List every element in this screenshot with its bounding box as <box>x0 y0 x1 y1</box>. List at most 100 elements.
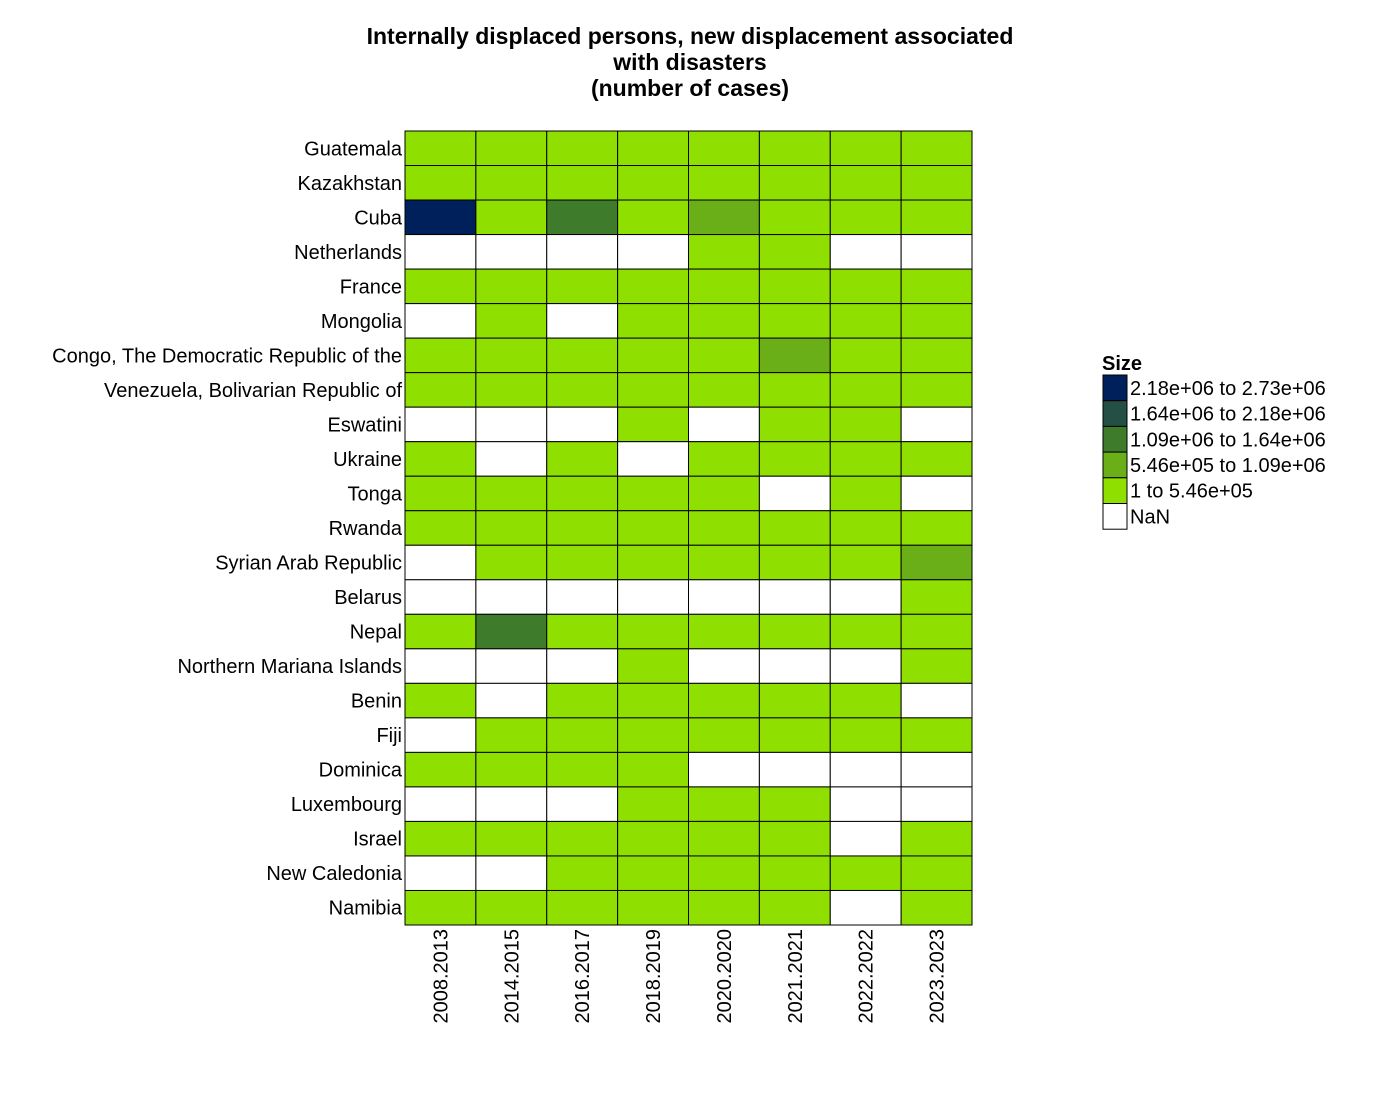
heatmap-cell <box>617 199 690 236</box>
heatmap-cell <box>758 268 831 305</box>
heatmap-cell <box>546 441 619 477</box>
heatmap-cell <box>546 579 619 615</box>
heatmap-cell <box>475 579 548 615</box>
heatmap-cell <box>617 165 690 201</box>
heatmap-cell <box>475 682 548 719</box>
heatmap-cell <box>900 199 973 236</box>
heatmap-cell <box>546 165 619 201</box>
heatmap-cell <box>688 199 760 236</box>
heatmap-cell <box>546 510 619 546</box>
heatmap-cell <box>688 406 760 443</box>
heatmap-cell <box>546 717 619 753</box>
heatmap-cell <box>758 406 831 443</box>
heatmap-cell <box>900 820 973 857</box>
heatmap-cell <box>546 820 619 857</box>
heatmap-cell <box>475 613 548 650</box>
y-tick-label: Netherlands <box>294 242 402 264</box>
heatmap-cell <box>404 889 477 926</box>
heatmap-cell <box>404 372 477 408</box>
heatmap-cell <box>617 682 690 719</box>
y-tick-label: Syrian Arab Republic <box>215 553 402 575</box>
y-tick-label: France <box>340 276 402 298</box>
heatmap-cell <box>546 130 619 167</box>
x-tick-label: 2014.2015 <box>501 929 523 1024</box>
chart-title: Internally displaced persons, new displa… <box>367 23 1014 101</box>
y-tick-label: Namibia <box>329 898 403 920</box>
heatmap-cell <box>900 337 973 374</box>
heatmap-cell <box>475 717 548 753</box>
heatmap-cell <box>617 510 690 546</box>
y-tick-label: Fiji <box>376 725 402 747</box>
heatmap-cell <box>758 717 831 753</box>
heatmap-cell <box>829 717 902 753</box>
heatmap-cell <box>829 648 902 684</box>
heatmap-cell <box>404 855 477 891</box>
x-tick-label: 2020.2020 <box>714 929 736 1024</box>
heatmap-cell <box>546 475 619 512</box>
heatmap-cell <box>900 510 973 546</box>
heatmap-cell <box>829 268 902 305</box>
legend-label: 1.09e+06 to 1.64e+06 <box>1130 429 1326 451</box>
heatmap-cell <box>475 475 548 512</box>
heatmap-cell <box>404 682 477 719</box>
y-tick-label: Eswatini <box>328 414 402 436</box>
heatmap-cell <box>829 786 902 822</box>
heatmap-cell <box>546 268 619 305</box>
heatmap-cell <box>617 406 690 443</box>
heatmap-cell <box>900 303 973 339</box>
heatmap-cell <box>900 682 973 719</box>
heatmap-cell <box>900 268 973 305</box>
heatmap-cell <box>617 648 690 684</box>
heatmap-cell <box>829 751 902 788</box>
heatmap-cell <box>475 786 548 822</box>
heatmap-cell <box>900 406 973 443</box>
heatmap-cell <box>404 820 477 857</box>
heatmap-cell <box>617 820 690 857</box>
heatmap-cell <box>758 855 831 891</box>
legend-swatch <box>1102 374 1128 402</box>
heatmap-cell <box>829 372 902 408</box>
heatmap-cell <box>900 786 973 822</box>
heatmap-cell <box>758 544 831 581</box>
heatmap-cell <box>404 786 477 822</box>
heatmap-cell <box>829 234 902 270</box>
heatmap-cell <box>900 475 973 512</box>
heatmap-cell <box>688 544 760 581</box>
heatmap-cell <box>404 648 477 684</box>
y-tick-label: Venezuela, Bolivarian Republic of <box>104 380 402 402</box>
heatmap-cell <box>688 234 760 270</box>
heatmap-cell <box>829 820 902 857</box>
heatmap-cell <box>688 682 760 719</box>
heatmap-cell <box>475 199 548 236</box>
heatmap-cell <box>688 441 760 477</box>
y-axis-labels: Guatemala Kazakhstan Cuba Netherlands France… <box>52 138 403 919</box>
heatmap-cell <box>546 234 619 270</box>
heatmap-cell <box>475 303 548 339</box>
heatmap-cell <box>475 234 548 270</box>
heatmap-cell <box>404 751 477 788</box>
y-tick-label: Ukraine <box>333 449 402 471</box>
heatmap-cell <box>404 579 477 615</box>
heatmap-cell <box>900 889 973 926</box>
heatmap-cell <box>404 130 477 167</box>
heatmap-cell <box>617 579 690 615</box>
heatmap-cell <box>404 234 477 270</box>
heatmap-cell <box>758 372 831 408</box>
heatmap-cell <box>617 544 690 581</box>
heatmap-cell <box>900 751 973 788</box>
heatmap-cell <box>404 613 477 650</box>
heatmap-cell <box>829 889 902 926</box>
heatmap-cell <box>404 406 477 443</box>
heatmap-cell <box>829 303 902 339</box>
y-tick-label: Northern Mariana Islands <box>177 656 402 678</box>
heatmap-cell <box>829 613 902 650</box>
heatmap-cell <box>546 337 619 374</box>
heatmap-cell <box>404 199 477 236</box>
heatmap-cell <box>688 751 760 788</box>
heatmap-cell <box>688 165 760 201</box>
heatmap-cell <box>829 337 902 374</box>
heatmap-cell <box>829 199 902 236</box>
heatmap-cell <box>688 855 760 891</box>
heatmap-cell <box>829 510 902 546</box>
heatmap-cell <box>900 234 973 270</box>
